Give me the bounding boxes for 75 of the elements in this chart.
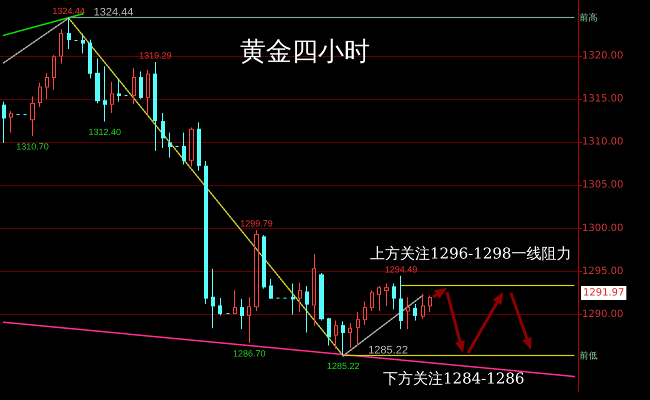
candlestick [189, 127, 194, 167]
candlestick [254, 230, 259, 312]
candlestick [204, 160, 208, 305]
text: 黄金四小时 [240, 37, 370, 67]
candlestick [110, 81, 114, 114]
candlestick [233, 290, 237, 314]
candlestick [327, 317, 331, 346]
annotation: 1286.70 [232, 348, 266, 358]
annotation: 1312.40 [88, 126, 122, 137]
candlestick [334, 320, 338, 350]
annotation: 1324.44 [94, 6, 134, 19]
candlestick [139, 71, 143, 100]
candlestick [59, 28, 63, 64]
candlestick [392, 282, 396, 310]
ref-line-label: 前高 [579, 12, 598, 23]
candlestick [247, 296, 251, 344]
candlestick [146, 69, 150, 116]
candlestick [218, 298, 222, 316]
y-tick-label: 1290.00 [582, 308, 624, 320]
candlestick [428, 295, 432, 312]
candlestick [348, 322, 352, 349]
candlestick [269, 278, 273, 300]
annotation: 1294.49 [384, 264, 418, 274]
candlestick [52, 54, 56, 90]
candlestick [305, 286, 309, 334]
annotation: 1299.79 [240, 218, 273, 229]
candlestick [413, 304, 417, 321]
candlestick [341, 320, 345, 356]
candlestick [356, 311, 360, 346]
text: 1291.97 [583, 288, 624, 298]
y-tick-label: 1305.00 [582, 180, 624, 191]
candlestick [117, 78, 121, 102]
candlestick [182, 132, 186, 166]
candlestick [399, 275, 403, 330]
ref-line-label: 前低 [579, 350, 598, 361]
y-tick-label: 1295.00 [582, 266, 624, 277]
candlestick [168, 132, 172, 158]
candlestick [319, 272, 324, 321]
candlestick [132, 68, 136, 105]
y-tick-label: 1320.00 [582, 50, 624, 62]
candlestick [363, 301, 367, 326]
candlestick [2, 101, 6, 144]
y-tick-label: 1310.00 [582, 136, 624, 148]
candlestick [95, 58, 100, 104]
text: 1285.22 [326, 361, 360, 372]
candlestick [262, 234, 266, 290]
candlestick [81, 33, 85, 54]
y-tick-label: 1315.00 [582, 94, 624, 105]
text: 1324.44 [52, 6, 85, 16]
candlestick [67, 17, 71, 50]
candlestick [240, 298, 244, 330]
annotation: 1319.29 [139, 50, 172, 61]
annotation: 上方关注1296-1298一线阻力 [370, 244, 572, 262]
candlestick [30, 96, 35, 137]
candlestick [370, 290, 374, 312]
y-tick-label: 1300.00 [582, 222, 624, 234]
candlestick [38, 82, 42, 108]
candlestick [291, 282, 295, 315]
candlestick [312, 254, 316, 326]
candlestick [406, 296, 410, 330]
annotation: 下方关注1284-1286 [383, 370, 524, 388]
candlestick [161, 112, 165, 149]
candlestick [197, 122, 201, 172]
candlestick [377, 286, 381, 312]
candlestick [421, 293, 425, 320]
candlestick [298, 282, 302, 312]
candlestick [88, 39, 92, 79]
annotation: 1285.22 [368, 344, 408, 357]
candlestick [45, 72, 49, 100]
candlestick [153, 62, 157, 152]
annotation: 1310.70 [16, 142, 49, 152]
candlestick [103, 66, 107, 122]
candlestick [9, 110, 13, 134]
candlestick [384, 282, 389, 306]
candlestick [211, 268, 215, 329]
